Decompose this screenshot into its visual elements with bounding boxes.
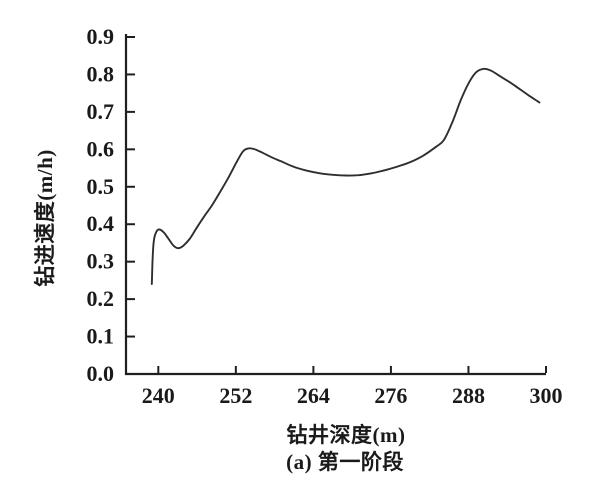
y-tick-label: 0.9 — [87, 24, 115, 49]
x-tick-label: 276 — [374, 383, 407, 408]
y-tick-label: 0.0 — [87, 361, 115, 386]
figure-caption: (a) 第一阶段 — [286, 450, 404, 474]
x-tick-label: 264 — [297, 383, 330, 408]
y-tick-label: 0.2 — [87, 286, 115, 311]
y-axis-title: 钻进速度(m/h) — [33, 149, 57, 287]
y-tick-label: 0.8 — [87, 61, 115, 86]
y-tick-label: 0.1 — [87, 324, 115, 349]
x-axis-title: 钻井深度(m) — [286, 423, 406, 447]
x-tick-label: 288 — [452, 383, 485, 408]
y-tick-label: 0.6 — [87, 136, 115, 161]
data-series-line — [150, 67, 541, 286]
y-tick-label: 0.5 — [87, 174, 115, 199]
axes — [124, 34, 546, 376]
y-tick-label: 0.3 — [87, 249, 115, 274]
y-tick-label: 0.7 — [87, 99, 115, 124]
x-tick-label: 300 — [530, 383, 563, 408]
x-tick-label: 252 — [219, 383, 252, 408]
x-tick-label: 240 — [142, 383, 175, 408]
y-tick-label: 0.4 — [87, 211, 115, 236]
